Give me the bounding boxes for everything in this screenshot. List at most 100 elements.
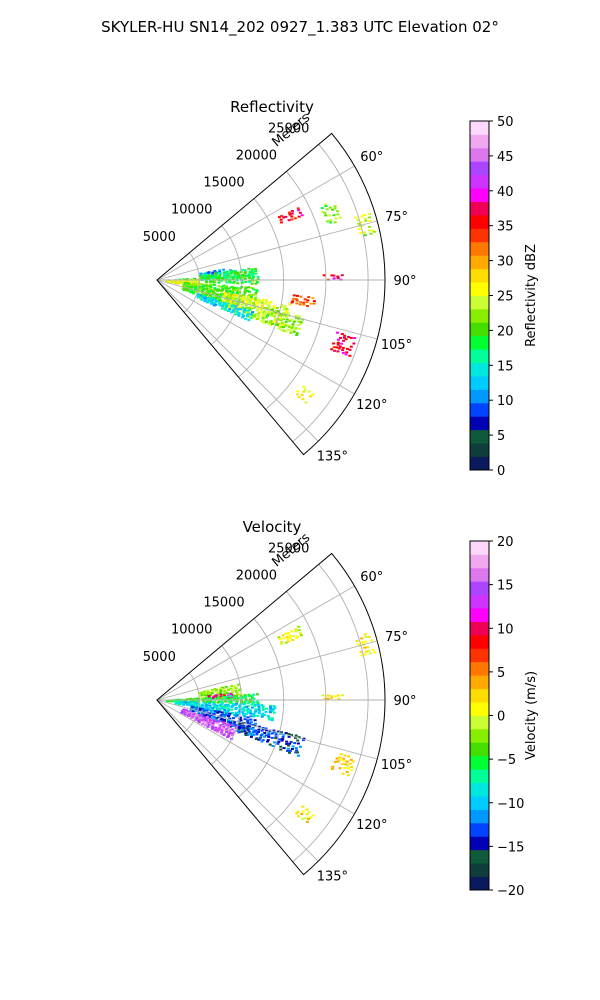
echo-gate	[245, 298, 249, 301]
echo-gate	[247, 295, 251, 298]
echo-gate	[204, 701, 208, 704]
echo-gate	[233, 704, 237, 706]
echo-gate	[251, 317, 255, 320]
echo-gate	[231, 292, 235, 295]
echo-gate	[297, 396, 301, 399]
echo-gate	[232, 722, 236, 725]
echo-gate	[251, 273, 254, 276]
echo-gate	[231, 702, 235, 705]
echo-gate	[277, 740, 281, 743]
echo-gate	[210, 300, 214, 303]
echo-gate	[198, 286, 202, 289]
echo-gate	[227, 719, 231, 722]
echo-gate	[230, 708, 234, 711]
echo-gate	[218, 709, 222, 711]
echo-gate	[299, 323, 302, 325]
echo-gate	[296, 390, 300, 393]
colorbar-label: Velocity (m/s)	[524, 671, 539, 760]
echo-gate	[239, 306, 243, 309]
echo-gate	[240, 730, 244, 733]
echo-gate	[186, 703, 189, 706]
echo-gate	[242, 709, 246, 712]
echo-gate	[303, 298, 307, 301]
echo-gate	[217, 276, 221, 279]
echo-gate	[291, 325, 295, 328]
echo-gate	[220, 697, 224, 699]
colorbar-tick-label: 10	[497, 394, 514, 409]
echo-gate	[242, 728, 246, 731]
echo-gate	[238, 706, 242, 709]
echo-gate	[311, 297, 315, 300]
echo-gate	[274, 311, 278, 314]
echo-gate	[234, 296, 238, 299]
echo-gate	[240, 268, 244, 271]
colorbar-swatch	[470, 648, 489, 663]
echo-gate	[257, 707, 261, 710]
echo-gate	[323, 211, 327, 214]
colorbar-swatch	[470, 134, 489, 149]
echo-gate	[204, 271, 208, 274]
echo-gate	[211, 689, 214, 691]
echo-gate	[346, 774, 350, 777]
echo-gate	[342, 757, 346, 760]
echo-gate	[268, 301, 272, 304]
echo-gate	[329, 697, 333, 700]
echo-gate	[260, 704, 264, 706]
echo-gate	[212, 720, 216, 723]
echo-gate	[209, 709, 213, 712]
colorbar-tick-label: 45	[497, 150, 514, 165]
echo-gate	[371, 229, 375, 232]
echo-gate	[242, 309, 246, 312]
echo-gate	[346, 347, 349, 350]
echo-gate	[225, 696, 229, 699]
echo-gate	[288, 751, 291, 754]
echo-gate	[244, 286, 248, 289]
echo-gate	[204, 719, 208, 722]
echo-gate	[246, 733, 250, 736]
echo-gate	[347, 336, 351, 338]
echo-gate	[299, 745, 302, 748]
echo-gate	[244, 309, 248, 312]
echo-gate	[221, 286, 225, 289]
echo-gate	[224, 729, 228, 732]
echo-gate	[252, 701, 256, 703]
echo-gate	[268, 308, 272, 311]
echo-gate	[261, 705, 265, 708]
echo-gate	[336, 350, 340, 353]
echo-gate	[269, 704, 272, 707]
echo-gate	[233, 695, 237, 698]
echo-gate	[227, 297, 230, 300]
echo-gate	[345, 771, 349, 773]
echo-gate	[336, 210, 340, 213]
echo-gate	[225, 698, 229, 701]
echo-gate	[338, 345, 342, 348]
echo-gate	[192, 292, 195, 295]
echo-gate	[231, 296, 235, 299]
colorbar-swatch	[470, 621, 489, 636]
colorbar-swatch	[470, 554, 489, 569]
echo-gate	[257, 708, 261, 711]
echo-gate	[237, 314, 241, 317]
echo-gate	[340, 342, 344, 345]
echo-gate	[261, 706, 265, 709]
echo-gate	[329, 221, 333, 224]
echo-gate	[250, 294, 254, 296]
echo-gate	[367, 229, 371, 232]
echo-region	[261, 307, 304, 336]
echo-gate	[298, 303, 302, 306]
echo-gate	[367, 635, 371, 638]
echo-gate	[256, 281, 259, 284]
echo-gate	[272, 305, 276, 308]
echo-gate	[296, 324, 300, 327]
echo-gate	[246, 711, 250, 714]
echo-gate	[233, 308, 237, 310]
echo-gate	[213, 704, 217, 707]
echo-gate	[206, 725, 210, 728]
range-ring	[238, 198, 285, 378]
echo-gate	[250, 703, 254, 706]
echo-gate	[250, 282, 254, 285]
echo-gate	[268, 709, 272, 712]
echo-gate	[272, 741, 276, 744]
echo-gate	[217, 285, 221, 288]
echo-gate	[272, 708, 276, 710]
